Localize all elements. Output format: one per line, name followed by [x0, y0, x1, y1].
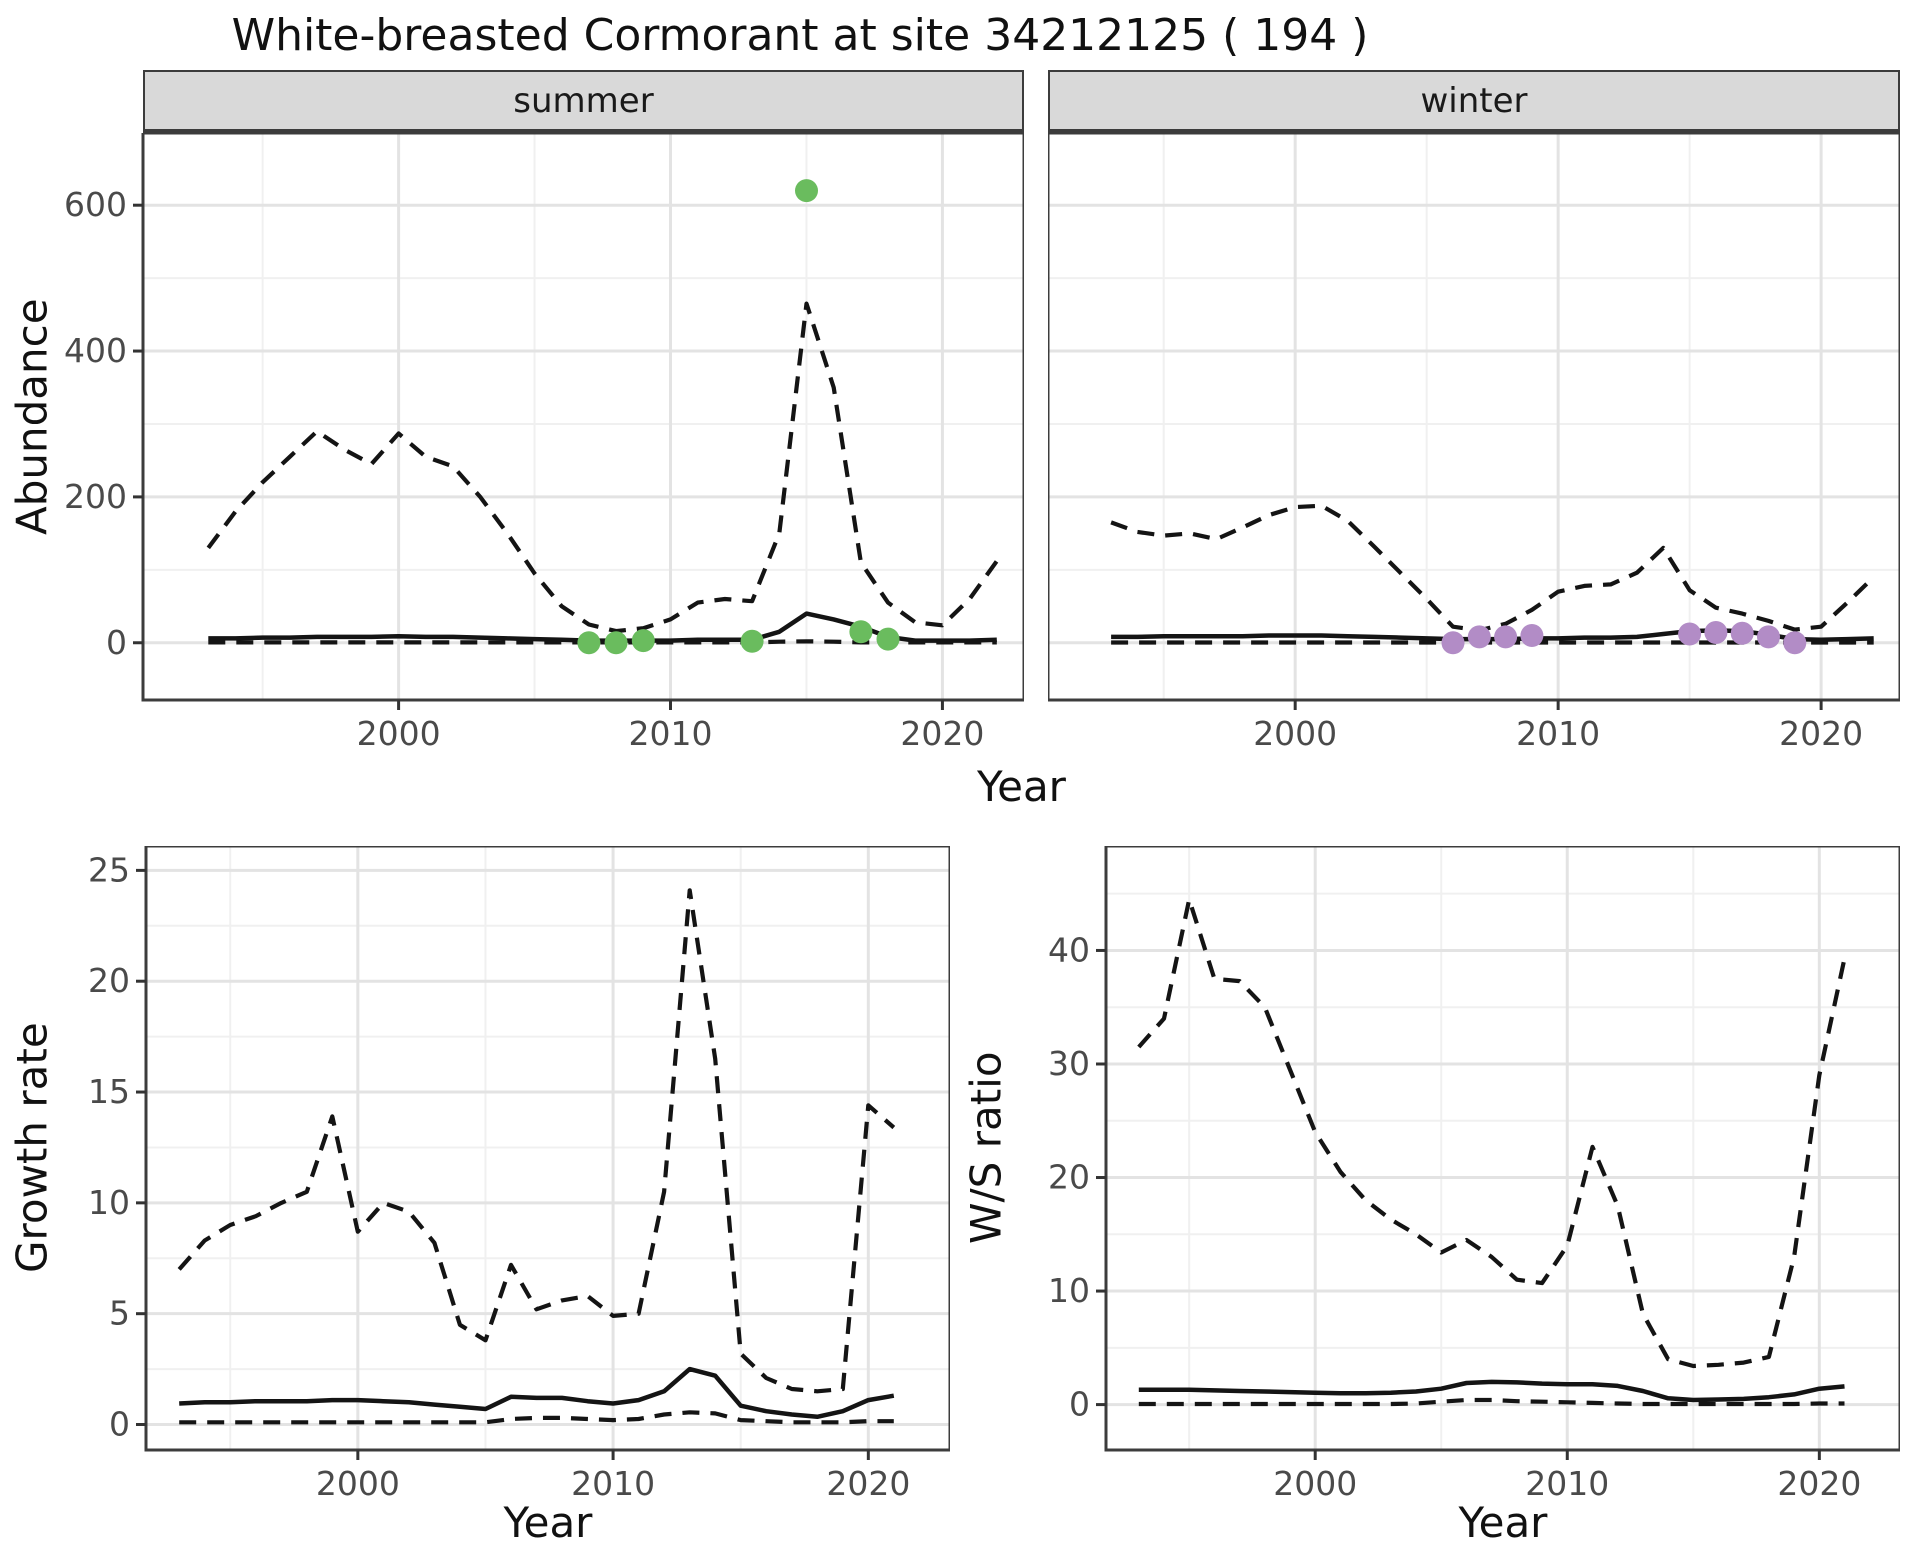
svg-text:10: 10 — [1048, 1271, 1090, 1310]
observed-counts-summer-point — [795, 179, 818, 203]
svg-text:0: 0 — [109, 1405, 130, 1444]
growth-upper-ci-line — [177, 888, 896, 1394]
svg-text:2020: 2020 — [826, 1464, 910, 1503]
svg-text:400: 400 — [64, 331, 127, 370]
ws-upper-ci-line — [1137, 897, 1847, 1369]
panel-abundance-winter: 2000 2010 2020 — [1048, 133, 1900, 755]
observed-counts-summer-point — [849, 620, 873, 644]
svg-text:25: 25 — [88, 850, 130, 889]
svg-text:0: 0 — [1069, 1385, 1090, 1424]
y-axis-label-abundance: Abundance — [7, 298, 57, 535]
facet-strip-winter-label: winter — [1420, 80, 1528, 121]
growth-median-line — [179, 1366, 895, 1420]
ws-lower-ci-line — [1138, 1397, 1845, 1407]
observed-counts-winter-point — [1783, 631, 1807, 655]
facet-strip-summer-label: summer — [513, 80, 654, 121]
observed-counts-winter-point — [1467, 625, 1491, 649]
abundance-summer-lower-ci-line — [208, 639, 997, 645]
svg-text:2010: 2010 — [571, 1464, 655, 1503]
svg-text:2000: 2000 — [1253, 714, 1337, 753]
panel-growth-rate: 2000 2010 2020 0 5 10 15 20 25 — [58, 846, 950, 1505]
abundance-summer-chart: 2000 2010 2020 0 200 400 600 — [64, 133, 1024, 753]
ws-median-line — [1138, 1379, 1845, 1403]
svg-text:0: 0 — [106, 623, 127, 662]
svg-text:2000: 2000 — [1273, 1464, 1357, 1503]
svg-text:200: 200 — [64, 477, 127, 516]
panel-abundance-summer: 2000 2010 2020 0 200 400 600 — [55, 133, 1024, 755]
growth-chart: 2000 2010 2020 0 5 10 15 20 25 — [88, 846, 950, 1503]
svg-text:20: 20 — [88, 961, 130, 1000]
observed-counts-winter-point — [1678, 622, 1702, 646]
y-axis-label-growth-rate: Growth rate — [7, 1022, 57, 1274]
observed-counts-summer-point — [876, 627, 900, 651]
svg-text:2020: 2020 — [1779, 714, 1863, 753]
observed-counts-winter-point — [1757, 625, 1780, 649]
svg-text:2000: 2000 — [357, 714, 441, 753]
svg-text:15: 15 — [88, 1072, 130, 1111]
x-axis-label-ws-ratio: Year — [1458, 1498, 1548, 1547]
ws-chart: 2000 2010 2020 0 10 20 30 40 — [1048, 846, 1900, 1503]
x-axis-label-abundance: Year — [977, 762, 1066, 811]
svg-text:600: 600 — [64, 185, 127, 224]
facet-strip-summer: summer — [143, 70, 1024, 133]
svg-text:2010: 2010 — [629, 714, 713, 753]
svg-text:10: 10 — [88, 1183, 130, 1222]
observed-counts-winter-point — [1704, 621, 1728, 644]
y-axis-label-ws-ratio: W/S ratio — [961, 1051, 1011, 1245]
observed-counts-summer-point — [604, 631, 628, 655]
svg-text:2020: 2020 — [900, 714, 984, 753]
facet-strip-winter: winter — [1048, 70, 1900, 133]
svg-text:2020: 2020 — [1777, 1464, 1861, 1503]
observed-counts-winter-point — [1730, 621, 1754, 645]
observed-counts-summer-point — [577, 631, 601, 655]
svg-text:40: 40 — [1048, 930, 1090, 969]
observed-counts-summer-point — [740, 629, 764, 653]
observed-counts-summer-point — [631, 629, 655, 653]
observed-counts-winter-point — [1441, 631, 1465, 655]
growth-lower-ci-line — [179, 1410, 894, 1425]
panel-ws-ratio: 2000 2010 2020 0 10 20 30 40 — [1018, 846, 1900, 1505]
observed-counts-winter-point — [1520, 624, 1544, 647]
x-axis-label-growth-rate: Year — [503, 1498, 593, 1547]
svg-text:30: 30 — [1048, 1044, 1090, 1083]
observed-counts-winter-point — [1494, 625, 1518, 649]
svg-text:2000: 2000 — [316, 1464, 400, 1503]
svg-text:2010: 2010 — [1525, 1464, 1609, 1503]
chart-title: White-breasted Cormorant at site 3421212… — [231, 10, 1369, 61]
svg-text:5: 5 — [109, 1294, 130, 1333]
svg-text:20: 20 — [1048, 1158, 1090, 1197]
svg-text:2010: 2010 — [1516, 714, 1600, 753]
abundance-winter-chart: 2000 2010 2020 — [1048, 133, 1900, 753]
